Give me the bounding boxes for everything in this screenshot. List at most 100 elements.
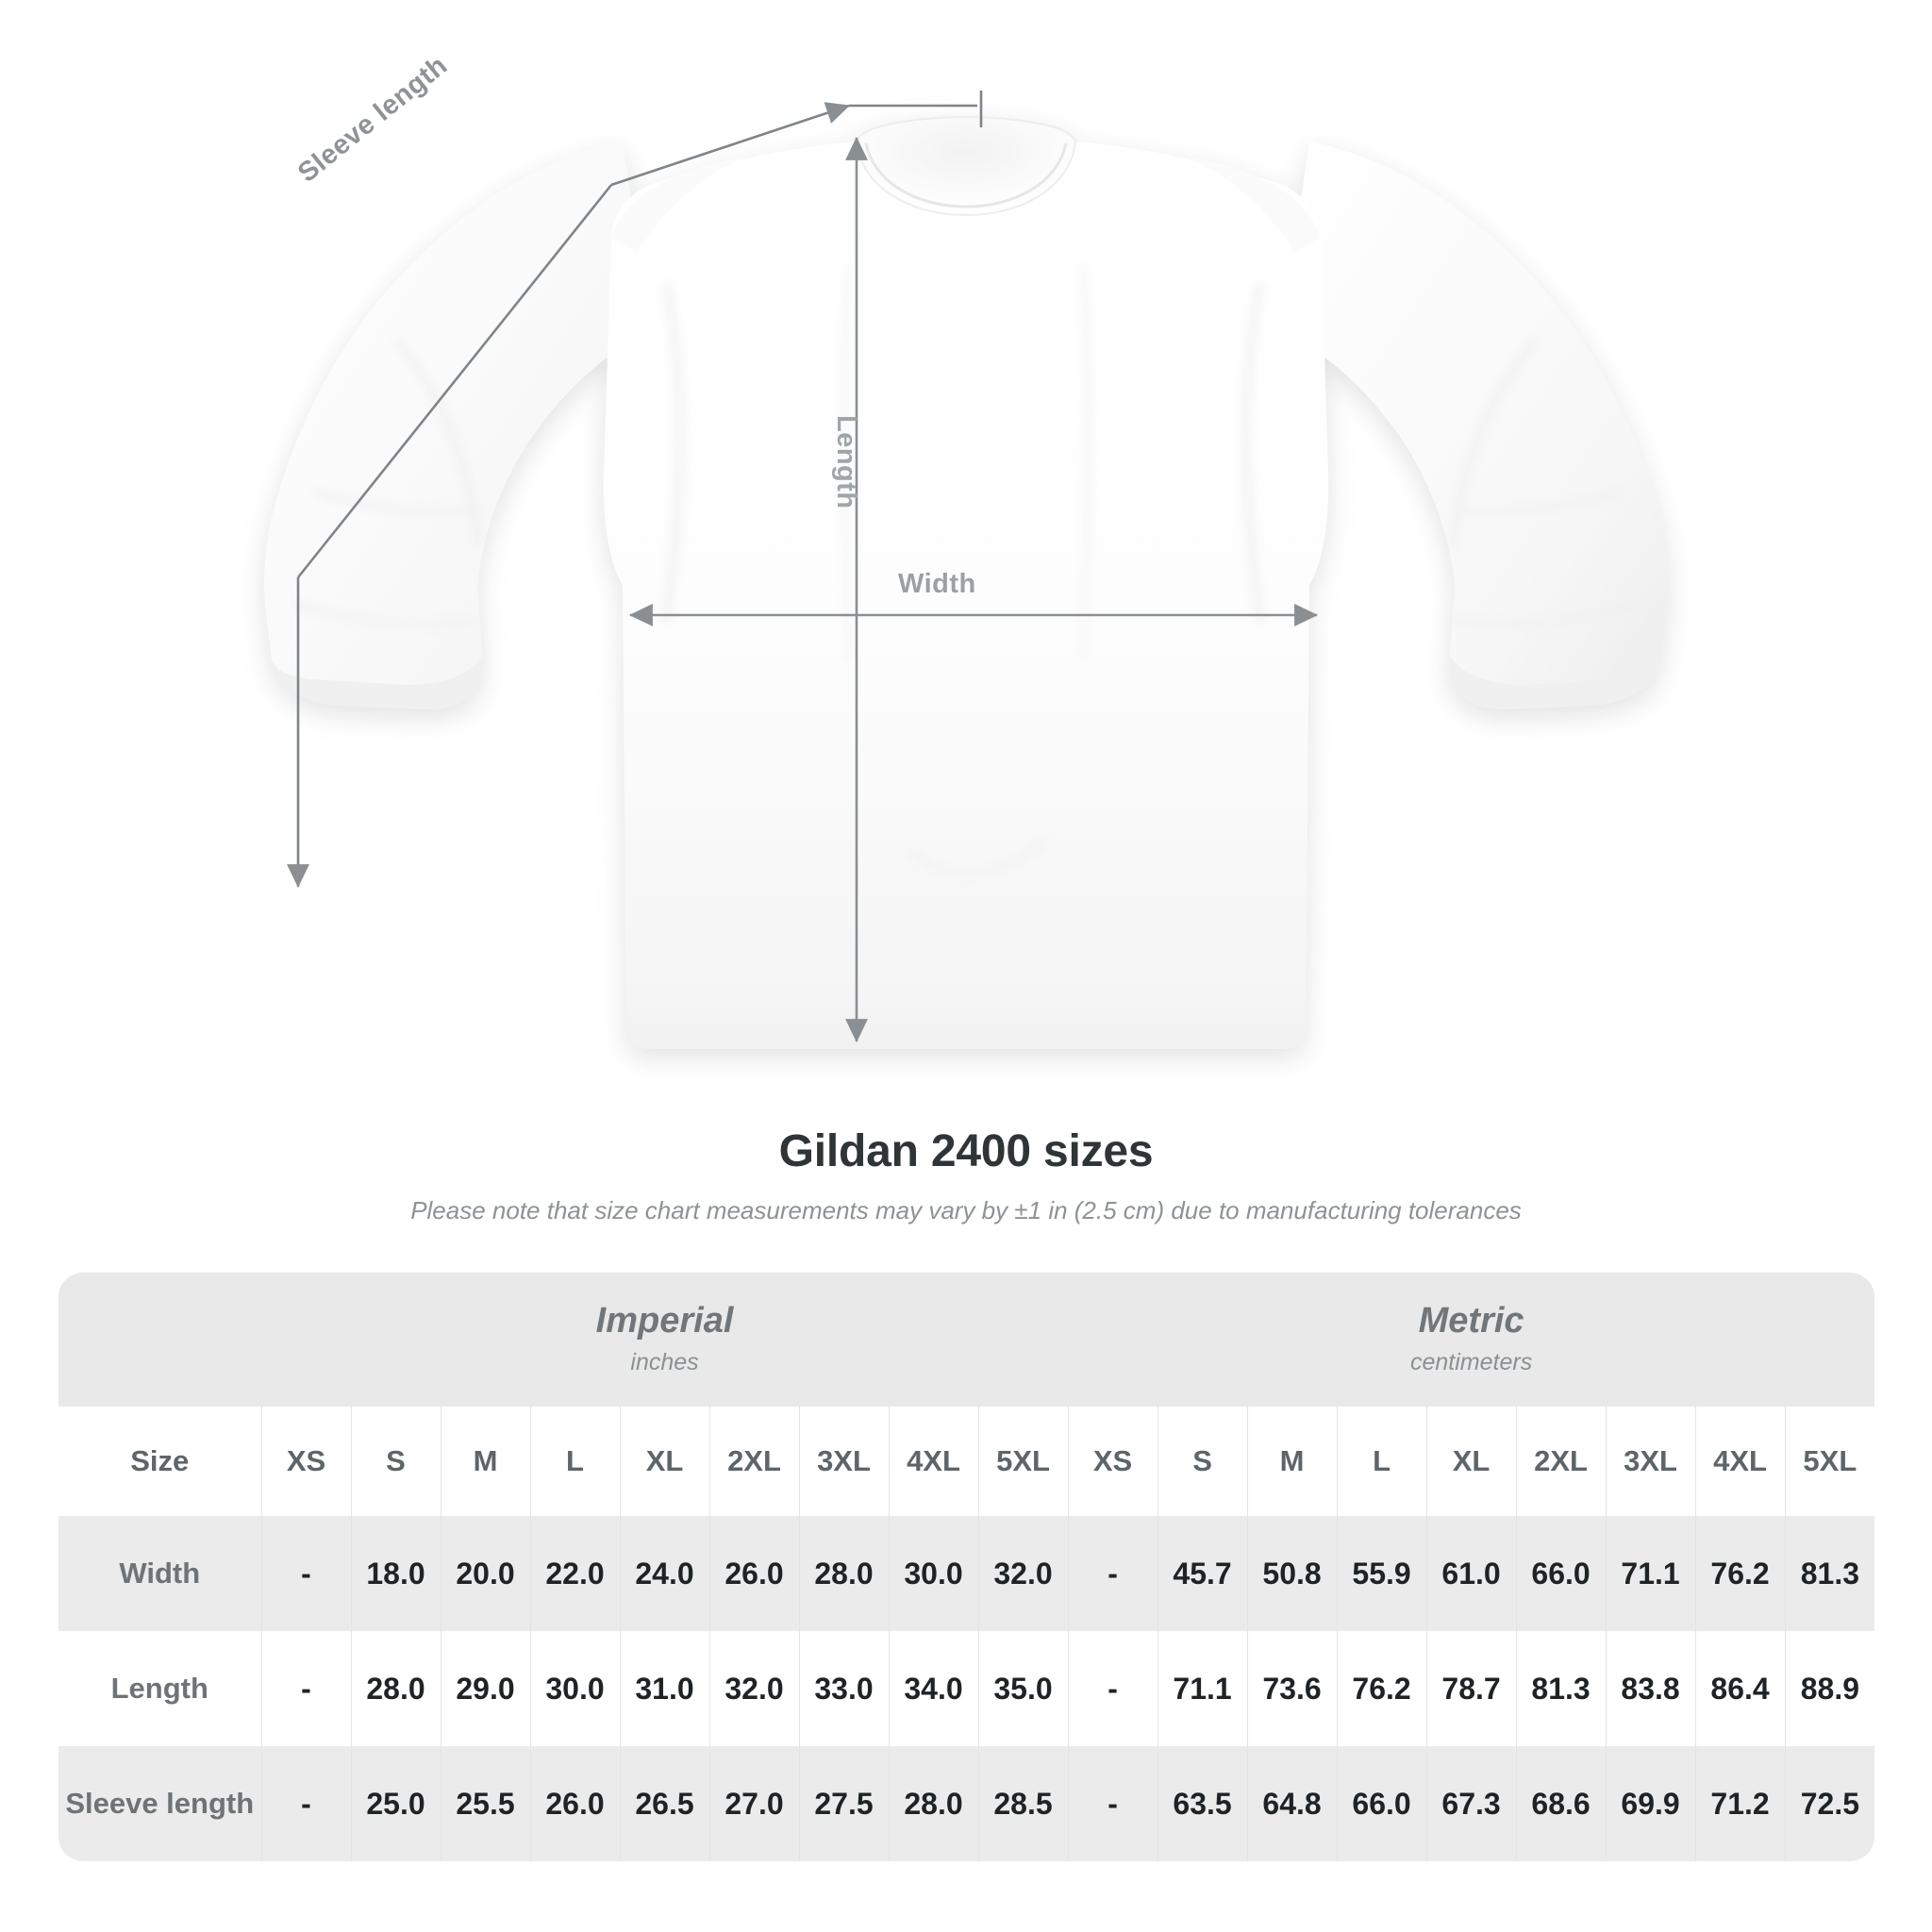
unit-header-spacer	[58, 1273, 261, 1407]
page-title: Gildan 2400 sizes	[778, 1126, 1154, 1176]
unit-header-imperial: Imperial inches	[261, 1273, 1069, 1407]
cell-length-imperial-s: 28.0	[351, 1631, 441, 1746]
size-header-imperial-5xl: 5XL	[978, 1407, 1069, 1516]
cell-length-metric-l: 76.2	[1337, 1631, 1427, 1746]
size-header-imperial-xl: XL	[620, 1407, 710, 1516]
cell-width-metric-2xl: 66.0	[1516, 1516, 1607, 1631]
unit-name-metric: Metric	[1418, 1301, 1524, 1341]
cell-length-imperial-xl: 31.0	[620, 1631, 710, 1746]
size-header-imperial-2xl: 2XL	[709, 1407, 800, 1516]
cell-length-imperial-2xl: 32.0	[709, 1631, 800, 1746]
cell-width-imperial-m: 20.0	[441, 1516, 531, 1631]
cell-length-imperial-5xl: 35.0	[978, 1631, 1069, 1746]
cell-length-metric-3xl: 83.8	[1606, 1631, 1696, 1746]
cell-width-imperial-4xl: 30.0	[889, 1516, 979, 1631]
cell-sleeve-imperial-m: 25.5	[441, 1746, 531, 1861]
cell-sleeve-metric-xl: 67.3	[1426, 1746, 1517, 1861]
page-subtitle: Please note that size chart measurements…	[410, 1195, 1522, 1224]
garment-diagram-svg	[264, 91, 1668, 1049]
row-label-sleeve-length: Sleeve length	[58, 1746, 262, 1861]
cell-width-imperial-3xl: 28.0	[799, 1516, 890, 1631]
row-label-length: Length	[58, 1631, 262, 1746]
cell-sleeve-imperial-xs: -	[261, 1746, 352, 1861]
cell-length-imperial-xs: -	[261, 1631, 352, 1746]
cell-sleeve-metric-l: 66.0	[1337, 1746, 1427, 1861]
length-label: Length	[831, 415, 861, 509]
size-header-imperial-4xl: 4XL	[889, 1407, 979, 1516]
row-label-width: Width	[58, 1516, 262, 1631]
cell-width-imperial-2xl: 26.0	[709, 1516, 800, 1631]
size-header-imperial-l: L	[530, 1407, 621, 1516]
size-header-imperial-m: M	[441, 1407, 531, 1516]
cell-width-imperial-l: 22.0	[530, 1516, 621, 1631]
cell-length-imperial-l: 30.0	[530, 1631, 621, 1746]
cell-width-metric-xs: -	[1068, 1516, 1158, 1631]
cell-width-imperial-xl: 24.0	[620, 1516, 710, 1631]
cell-length-metric-5xl: 88.9	[1785, 1631, 1875, 1746]
cell-length-imperial-3xl: 33.0	[799, 1631, 890, 1746]
size-table: Imperial inches Metric centimeters Size …	[58, 1273, 1875, 1861]
garment-illustration: Sleeve length Length Width	[264, 50, 1668, 1049]
cell-sleeve-metric-xs: -	[1068, 1746, 1158, 1861]
sleeve-length-measure	[287, 91, 983, 889]
cell-length-metric-4xl: 86.4	[1695, 1631, 1786, 1746]
size-header-metric-2xl: 2XL	[1516, 1407, 1607, 1516]
table-row-width: Width - 18.0 20.0 22.0 24.0 26.0 28.0 30…	[58, 1516, 1875, 1631]
cell-width-metric-l: 55.9	[1337, 1516, 1427, 1631]
size-header-metric-l: L	[1337, 1407, 1427, 1516]
cell-sleeve-imperial-5xl: 28.5	[978, 1746, 1069, 1861]
cell-length-metric-xl: 78.7	[1426, 1631, 1517, 1746]
size-header-metric-s: S	[1158, 1407, 1248, 1516]
cell-width-imperial-xs: -	[261, 1516, 352, 1631]
table-row-sleeve-length: Sleeve length - 25.0 25.5 26.0 26.5 27.0…	[58, 1746, 1875, 1861]
cell-sleeve-metric-2xl: 68.6	[1516, 1746, 1607, 1861]
cell-width-metric-m: 50.8	[1247, 1516, 1338, 1631]
title-block: Gildan 2400 sizes Please note that size …	[0, 1126, 1932, 1225]
size-table-container: Imperial inches Metric centimeters Size …	[58, 1273, 1875, 1861]
size-header-imperial-s: S	[351, 1407, 441, 1516]
size-header-label: Size	[58, 1407, 262, 1516]
unit-header-metric: Metric centimeters	[1068, 1273, 1875, 1407]
size-header-metric-m: M	[1247, 1407, 1338, 1516]
cell-length-metric-s: 71.1	[1158, 1631, 1248, 1746]
cell-length-metric-2xl: 81.3	[1516, 1631, 1607, 1746]
cell-width-metric-xl: 61.0	[1426, 1516, 1517, 1631]
size-header-metric-xs: XS	[1068, 1407, 1158, 1516]
cell-length-metric-xs: -	[1068, 1631, 1158, 1746]
cell-sleeve-imperial-4xl: 28.0	[889, 1746, 979, 1861]
cell-width-metric-5xl: 81.3	[1785, 1516, 1875, 1631]
cell-sleeve-imperial-xl: 26.5	[620, 1746, 710, 1861]
cell-width-metric-3xl: 71.1	[1606, 1516, 1696, 1631]
size-header-metric-3xl: 3XL	[1606, 1407, 1696, 1516]
cell-length-imperial-4xl: 34.0	[889, 1631, 979, 1746]
size-header-imperial-3xl: 3XL	[799, 1407, 890, 1516]
cell-sleeve-metric-m: 64.8	[1247, 1746, 1338, 1861]
cell-sleeve-metric-3xl: 69.9	[1606, 1746, 1696, 1861]
cell-sleeve-metric-s: 63.5	[1158, 1746, 1248, 1861]
size-header-metric-4xl: 4XL	[1695, 1407, 1786, 1516]
cell-width-metric-4xl: 76.2	[1695, 1516, 1786, 1631]
cell-sleeve-imperial-l: 26.0	[530, 1746, 621, 1861]
size-header-imperial-xs: XS	[261, 1407, 352, 1516]
table-row-length: Length - 28.0 29.0 30.0 31.0 32.0 33.0 3…	[58, 1631, 1875, 1746]
unit-name-imperial: Imperial	[595, 1301, 734, 1341]
cell-sleeve-metric-4xl: 71.2	[1695, 1746, 1786, 1861]
cell-length-metric-m: 73.6	[1247, 1631, 1338, 1746]
cell-width-metric-s: 45.7	[1158, 1516, 1248, 1631]
cell-length-imperial-m: 29.0	[441, 1631, 531, 1746]
size-header-metric-xl: XL	[1426, 1407, 1517, 1516]
cell-sleeve-imperial-s: 25.0	[351, 1746, 441, 1861]
cell-sleeve-imperial-3xl: 27.5	[799, 1746, 890, 1861]
cell-sleeve-imperial-2xl: 27.0	[709, 1746, 800, 1861]
unit-sub-imperial: inches	[630, 1348, 699, 1375]
width-label: Width	[898, 569, 976, 599]
size-header-row: Size XS S M L XL 2XL 3XL 4XL 5XL XS S M …	[58, 1407, 1875, 1516]
cell-sleeve-metric-5xl: 72.5	[1785, 1746, 1875, 1861]
shirt-silhouette	[264, 115, 1668, 1049]
size-header-metric-5xl: 5XL	[1785, 1407, 1875, 1516]
cell-width-imperial-5xl: 32.0	[978, 1516, 1069, 1631]
unit-header-row: Imperial inches Metric centimeters	[58, 1273, 1875, 1407]
cell-width-imperial-s: 18.0	[351, 1516, 441, 1631]
unit-sub-metric: centimeters	[1410, 1348, 1533, 1375]
